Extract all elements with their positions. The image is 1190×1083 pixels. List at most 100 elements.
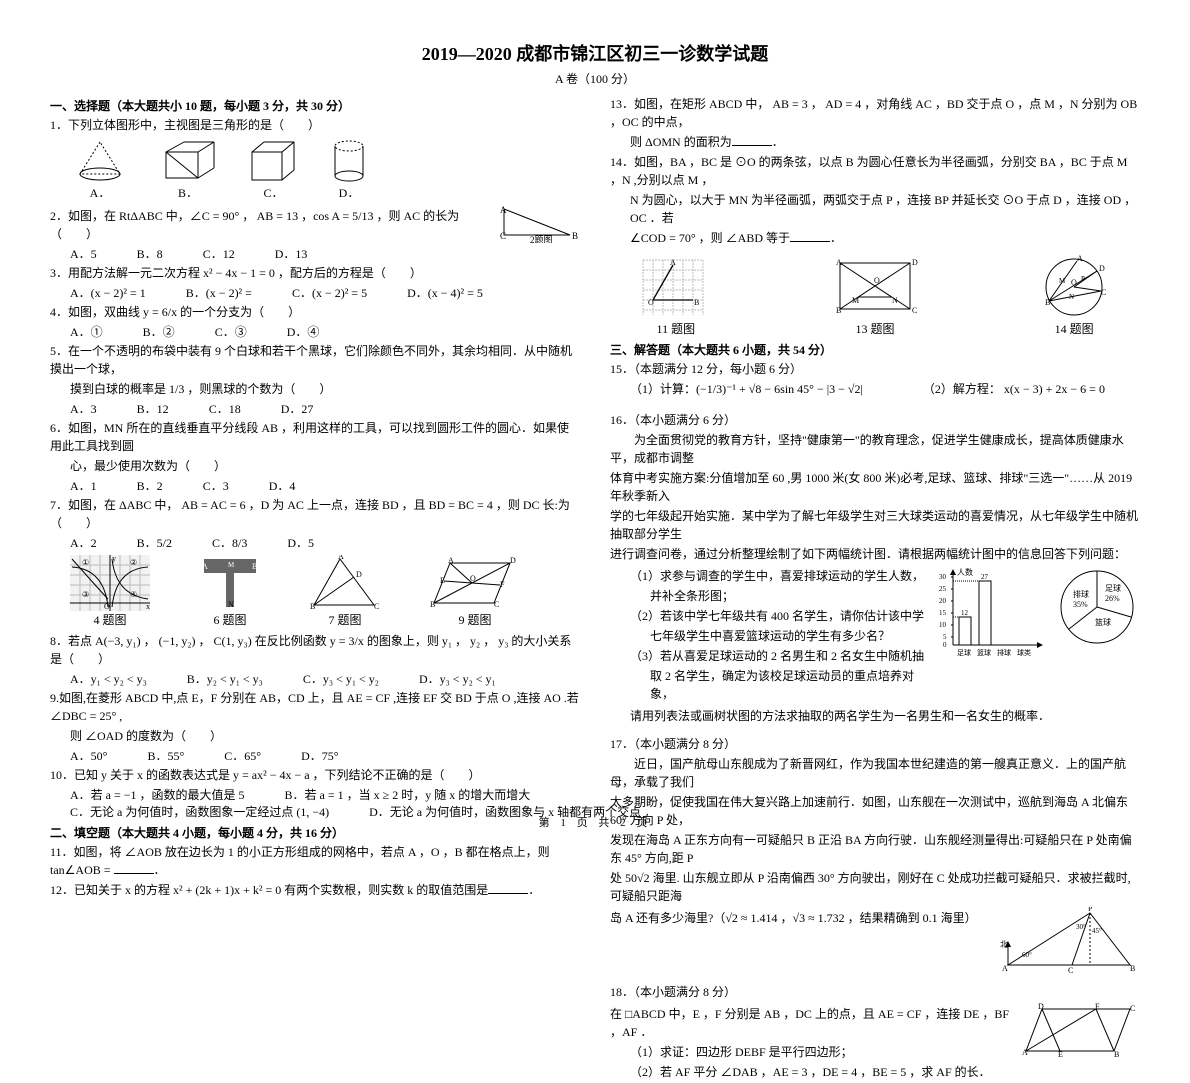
q17-t5: 岛 A 还有多少海里?（√2 ≈ 1.414 ，√3 ≈ 1.732 ，结果精确… bbox=[610, 909, 990, 927]
q4: 4．如图，双曲线 y = 6/x 的一个分支为（ ） bbox=[50, 303, 580, 321]
svg-text:足球: 足球 bbox=[957, 648, 971, 657]
q6: 6．如图，MN 所在的直线垂直平分线段 AB ，利用这样的工具，可以找到圆形工件… bbox=[50, 419, 580, 455]
svg-text:2题图: 2题图 bbox=[530, 235, 553, 243]
svg-text:y: y bbox=[112, 555, 116, 563]
svg-text:人数: 人数 bbox=[957, 567, 973, 577]
svg-text:B: B bbox=[1045, 298, 1050, 307]
svg-text:O: O bbox=[470, 574, 476, 583]
q1-opt-d: D． bbox=[329, 184, 369, 201]
q10-opt-b: B．若 a = 1 ，当 x ≥ 2 时，y 随 x 的增大而增大 bbox=[285, 786, 531, 803]
q17: 17．（本小题满分 8 分） bbox=[610, 735, 1140, 753]
fig13-caption: 13 题图 bbox=[830, 320, 920, 337]
q5-line2: 摸到白球的概率是 1/3 ，则黑球的个数为（ ） bbox=[70, 380, 580, 398]
svg-text:P: P bbox=[1088, 907, 1093, 913]
rhombus-icon: AD BC EF O bbox=[430, 555, 520, 611]
figure-row-1: ①② ③④ Oxy 4 题图 A B M N 6 题图 bbox=[70, 555, 580, 628]
q2-opt-d: D．13 bbox=[275, 245, 308, 262]
q16-t2: 体育中考实施方案:分值增加至 60 ,男 1000 米(女 800 米)必考,足… bbox=[610, 469, 1140, 505]
svg-text:B: B bbox=[694, 298, 699, 307]
svg-text:10: 10 bbox=[939, 621, 947, 629]
svg-text:D: D bbox=[912, 258, 918, 267]
svg-text:30°: 30° bbox=[1076, 923, 1086, 931]
q18-s1: （1）求证：四边形 DEBF 是平行四边形； bbox=[630, 1043, 1010, 1061]
svg-text:M: M bbox=[1059, 277, 1066, 285]
q13: 13．如图，在矩形 ABCD 中， AB = 3 ， AD = 4 ，对角线 A… bbox=[610, 95, 1140, 131]
q14: 14．如图，BA ，BC 是 ⊙O 的两条弦，以点 B 为圆心任意长为半径画弧，… bbox=[610, 153, 1140, 189]
svg-text:B: B bbox=[572, 231, 578, 241]
q7: 7．如图，在 ΔABC 中， AB = AC = 6 ，D 为 AC 上一点，连… bbox=[50, 496, 580, 532]
page-footer: 第 1 页 共 2 页 bbox=[0, 814, 1190, 830]
q6-opt-c: C．3 bbox=[203, 477, 229, 494]
q3-opt-d: D．(x − 4)² = 5 bbox=[407, 284, 483, 301]
svg-text:①: ① bbox=[82, 558, 89, 567]
q16-s2: （2）若该中学七年级共有 400 名学生，请你估计该中学 bbox=[630, 607, 925, 625]
q6-opt-a: A．1 bbox=[70, 477, 97, 494]
q16-t1: 为全面贯彻党的教育方针，坚持"健康第一"的教育理念，促进学生健康成长，提高体质健… bbox=[610, 431, 1140, 467]
q14-line3: ∠COD = 70° ，则 ∠ABD 等于． bbox=[630, 229, 1140, 247]
svg-text:D: D bbox=[510, 556, 516, 565]
svg-text:B: B bbox=[1130, 964, 1135, 973]
svg-text:M: M bbox=[852, 296, 859, 305]
svg-text:N: N bbox=[228, 600, 234, 609]
svg-text:排球: 排球 bbox=[997, 648, 1011, 657]
q9-opt-b: B．55° bbox=[147, 747, 184, 764]
q4-opt-d: D．④ bbox=[287, 323, 320, 340]
svg-text:15: 15 bbox=[939, 609, 947, 617]
section-3-header: 三、解答题（本大题共 6 小题，共 54 分） bbox=[610, 341, 1140, 358]
svg-text:C: C bbox=[912, 306, 917, 315]
q8: 8．若点 A(−3, y₁) ， (−1, y₂) ， C(1, y₃) 在反比… bbox=[50, 632, 580, 668]
q13-line2: 则 ΔOMN 的面积为． bbox=[630, 133, 1140, 151]
svg-text:12: 12 bbox=[961, 609, 969, 617]
svg-text:B: B bbox=[430, 600, 435, 609]
svg-text:C: C bbox=[500, 231, 506, 241]
svg-text:N: N bbox=[1069, 293, 1074, 301]
fig14-caption: 14 题图 bbox=[1037, 320, 1112, 337]
q16-s2b: 七年级学生中喜爱篮球运动的学生有多少名？ bbox=[650, 627, 925, 645]
q16-s4: 请用列表法或画树状图的方法求抽取的两名学生为一名男生和一名女生的概率． bbox=[630, 707, 1140, 725]
q16-t3: 学的七年级起开始实施．某中学为了解七年级学生对三大球类运动的喜爱情况，从七年级学… bbox=[610, 507, 1140, 543]
q5-opt-a: A．3 bbox=[70, 400, 97, 417]
svg-text:A: A bbox=[670, 258, 676, 267]
pie-chart: 排球 35% 足球 26% 篮球 bbox=[1055, 565, 1140, 650]
svg-text:O: O bbox=[104, 602, 110, 611]
svg-text:D: D bbox=[1038, 1003, 1044, 1011]
q10: 10．已知 y 关于 x 的函数表达式是 y = ax² − 4x − a ，下… bbox=[50, 766, 580, 784]
svg-text:27: 27 bbox=[981, 573, 989, 581]
q15-sub2: （2）解方程： x(x − 3) + 2x − 6 = 0 bbox=[923, 380, 1105, 397]
svg-text:C: C bbox=[494, 600, 499, 609]
section-1-header: 一、选择题（本大题共小 10 题，每小题 3 分，共 30 分） bbox=[50, 97, 580, 114]
fig9-caption: 9 题图 bbox=[430, 611, 520, 628]
triangle-bd-icon: A B C D bbox=[310, 555, 380, 611]
q12: 12．已知关于 x 的方程 x² + (2k + 1)x + k² = 0 有两… bbox=[50, 881, 580, 899]
q16-t4: 进行调查问卷，通过分析整理绘制了如下两幅统计图．请根据两幅统计图中的信息回答下列… bbox=[610, 545, 1140, 563]
q9-line2: 则 ∠OAD 的度数为（ ） bbox=[70, 727, 580, 745]
figure-row-2: AOB 11 题图 AD BC O MN 13 题图 bbox=[610, 255, 1140, 337]
hyperbola-icon: ①② ③④ Oxy bbox=[70, 555, 150, 611]
svg-text:A: A bbox=[1002, 964, 1008, 973]
q18-s2: （2）若 AF 平分 ∠DAB ，AE = 3 ，DE = 4 ，BE = 5 … bbox=[630, 1063, 1010, 1081]
q16-s3b: 取 2 名学生，确定为该校足球运动员的重点培养对象， bbox=[650, 667, 925, 703]
q1-opt-a: A． bbox=[70, 184, 130, 201]
q9-opt-c: C．65° bbox=[224, 747, 261, 764]
q15: 15．（本题满分 12 分，每小题 6 分） bbox=[610, 360, 1140, 378]
svg-text:26%: 26% bbox=[1105, 594, 1120, 603]
q9: 9.如图,在菱形 ABCD 中,点 E，F 分别在 AB，CD 上，且 AE =… bbox=[50, 689, 580, 725]
triangle-icon: A B C 2题图 bbox=[500, 205, 580, 243]
svg-text:F: F bbox=[1095, 1003, 1100, 1011]
q16-s1b: 并补全条形图； bbox=[650, 587, 925, 605]
q2-opt-c: C．12 bbox=[203, 245, 235, 262]
q7-opt-a: A．2 bbox=[70, 534, 97, 551]
svg-text:O: O bbox=[874, 276, 880, 285]
svg-text:篮球: 篮球 bbox=[1095, 617, 1111, 627]
tool-icon: A B M N bbox=[200, 555, 260, 611]
svg-text:A: A bbox=[1077, 255, 1083, 263]
q3: 3．用配方法解一元二次方程 x² − 4x − 1 = 0 ，配方后的方程是（ … bbox=[50, 264, 580, 282]
q5: 5．在一个不透明的布袋中装有 9 个白球和若干个黑球，它们除颜色不同外，其余均相… bbox=[50, 342, 580, 378]
cylinder-icon bbox=[329, 138, 369, 184]
q9-opt-a: A．50° bbox=[70, 747, 107, 764]
page-title: 2019—2020 成都市锦江区初三一诊数学试题 bbox=[50, 40, 1140, 66]
q4-opt-c: C．③ bbox=[215, 323, 247, 340]
q17-t4: 处 50√2 海里. 山东舰立即从 P 沿南偏西 30° 方向驶出，刚好在 C … bbox=[610, 869, 1140, 905]
q6-opt-b: B．2 bbox=[137, 477, 163, 494]
svg-text:F: F bbox=[500, 580, 505, 589]
